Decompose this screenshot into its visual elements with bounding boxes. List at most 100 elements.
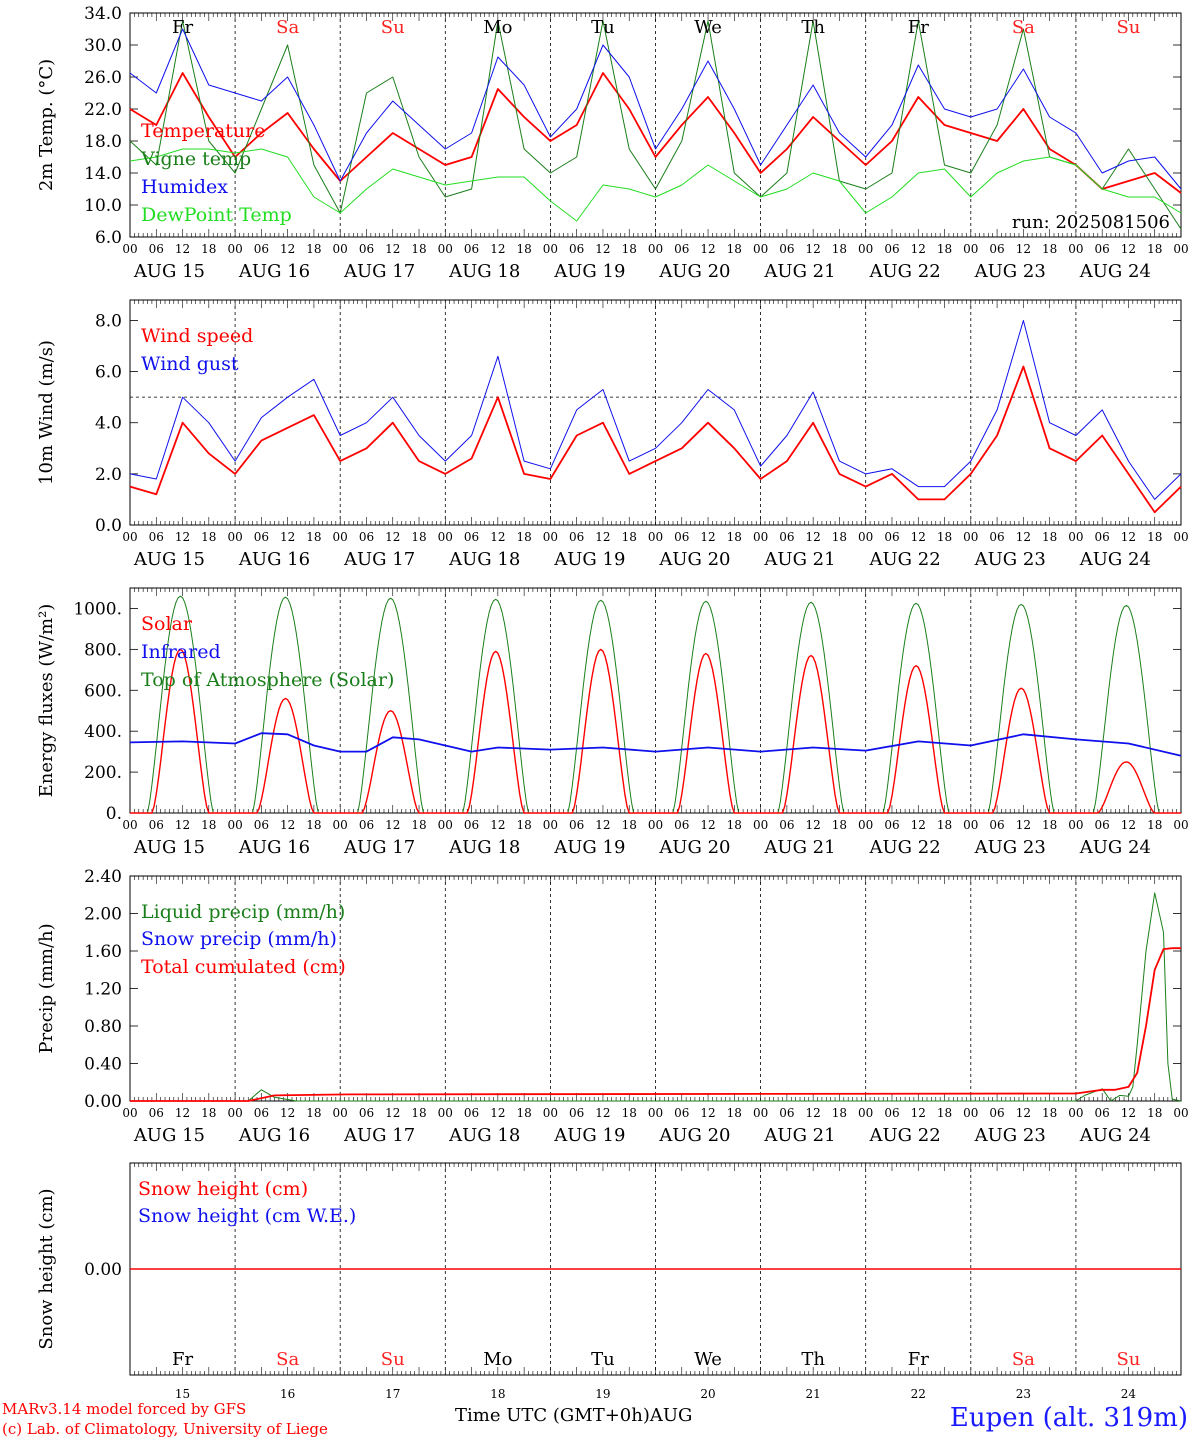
hour-tick-label: 00: [1173, 530, 1188, 544]
hour-tick-label: 12: [280, 818, 295, 832]
hour-tick-label: 00: [1173, 1106, 1188, 1120]
y-tick-label: 0.40: [84, 1055, 122, 1075]
weekday-label: Tu: [591, 1349, 615, 1370]
hour-tick-label: 00: [227, 818, 242, 832]
date-label: AUG 20: [658, 1125, 730, 1146]
hour-tick-label: 12: [175, 1106, 190, 1120]
hour-tick-label: 00: [438, 530, 453, 544]
y-tick-label: 0.0: [95, 516, 122, 536]
hour-tick-label: 12: [385, 530, 400, 544]
hour-tick-label: 12: [385, 1106, 400, 1120]
hour-tick-label: 06: [884, 1106, 899, 1120]
hour-tick-label: 18: [937, 818, 952, 832]
weekday-label: Sa: [276, 17, 299, 38]
hour-tick-label: 12: [280, 1106, 295, 1120]
legend-entry: Snow precip (mm/h): [141, 928, 337, 950]
run-annotation: run: 2025081506: [1012, 212, 1170, 233]
hour-tick-label: 06: [989, 1106, 1004, 1120]
date-label: AUG 23: [974, 261, 1046, 282]
hour-tick-label: 06: [884, 242, 899, 256]
hour-tick-label: 12: [806, 242, 821, 256]
hour-tick-label: 18: [1042, 242, 1057, 256]
hour-tick-label: 18: [937, 530, 952, 544]
hour-tick-label: 06: [884, 530, 899, 544]
toa-solar-series: [865, 602, 971, 814]
y-tick-label: 26.0: [84, 68, 122, 88]
hour-tick-label: 06: [674, 530, 689, 544]
hour-tick-label: 12: [175, 530, 190, 544]
hour-tick-label: 00: [122, 818, 137, 832]
hour-tick-label: 00: [1173, 242, 1188, 256]
date-label: AUG 22: [869, 549, 941, 570]
hour-tick-label: 18: [1147, 818, 1162, 832]
hour-tick-label: 12: [490, 818, 505, 832]
day-number-label: 19: [595, 1387, 610, 1401]
date-label: AUG 18: [448, 1125, 520, 1146]
weekday-label: Su: [1116, 1349, 1140, 1370]
hour-tick-label: 00: [858, 818, 873, 832]
weekday-label: Mo: [483, 1349, 512, 1370]
y-tick-label: 2.40: [84, 867, 122, 887]
date-label: AUG 24: [1079, 837, 1151, 858]
hour-tick-label: 06: [464, 818, 479, 832]
hour-tick-label: 00: [438, 818, 453, 832]
hour-tick-label: 06: [884, 818, 899, 832]
date-label: AUG 22: [869, 837, 941, 858]
hour-tick-label: 12: [1016, 242, 1031, 256]
hour-tick-label: 06: [359, 1106, 374, 1120]
hour-tick-label: 06: [989, 818, 1004, 832]
hour-tick-label: 00: [227, 1106, 242, 1120]
hour-tick-label: 06: [464, 1106, 479, 1120]
hour-tick-label: 12: [806, 1106, 821, 1120]
total-cumulated-cm-series: [130, 947, 1181, 1102]
hour-tick-label: 12: [806, 530, 821, 544]
hour-tick-label: 18: [622, 530, 637, 544]
hour-tick-label: 12: [280, 242, 295, 256]
date-label: AUG 19: [553, 549, 625, 570]
date-label: AUG 21: [763, 1125, 835, 1146]
hour-tick-label: 00: [753, 1106, 768, 1120]
hour-tick-label: 00: [648, 242, 663, 256]
date-label: AUG 15: [133, 1125, 205, 1146]
date-label: AUG 15: [133, 837, 205, 858]
hour-tick-label: 18: [1042, 1106, 1057, 1120]
date-label: AUG 15: [133, 261, 205, 282]
date-label: AUG 19: [553, 1125, 625, 1146]
hour-tick-label: 00: [963, 818, 978, 832]
hour-tick-label: 06: [779, 530, 794, 544]
date-label: AUG 24: [1079, 1125, 1151, 1146]
hour-tick-label: 18: [937, 1106, 952, 1120]
hour-tick-label: 06: [779, 818, 794, 832]
hour-tick-label: 12: [1121, 242, 1136, 256]
legend-entry: Temperature: [141, 120, 265, 142]
hour-tick-label: 12: [1016, 530, 1031, 544]
toa-solar-series: [760, 601, 866, 814]
hour-tick-label: 12: [911, 818, 926, 832]
y-tick-label: 6.0: [95, 228, 122, 248]
y-tick-label: 22.0: [84, 100, 122, 120]
hour-tick-label: 18: [832, 1106, 847, 1120]
date-label: AUG 17: [343, 837, 415, 858]
hour-tick-label: 12: [700, 242, 715, 256]
plot-frame: [129, 299, 1182, 526]
weekday-label: Su: [1116, 17, 1140, 38]
toa-solar-series: [340, 597, 446, 814]
hour-tick-label: 06: [254, 242, 269, 256]
hour-tick-label: 06: [989, 242, 1004, 256]
toa-solar-series: [550, 599, 656, 814]
hour-tick-label: 18: [1042, 818, 1057, 832]
day-number-label: 20: [700, 1387, 715, 1401]
hour-tick-label: 06: [359, 242, 374, 256]
date-label: AUG 18: [448, 837, 520, 858]
solar-series: [130, 648, 236, 814]
hour-tick-label: 12: [490, 242, 505, 256]
liquid-precip-mm-h-series: [130, 892, 1182, 1102]
hour-tick-label: 00: [648, 1106, 663, 1120]
hour-tick-label: 18: [516, 530, 531, 544]
hour-tick-label: 12: [595, 1106, 610, 1120]
hour-tick-label: 18: [622, 1106, 637, 1120]
date-label: AUG 20: [658, 837, 730, 858]
hour-tick-label: 18: [516, 1106, 531, 1120]
y-tick-label: 800.: [84, 640, 122, 660]
